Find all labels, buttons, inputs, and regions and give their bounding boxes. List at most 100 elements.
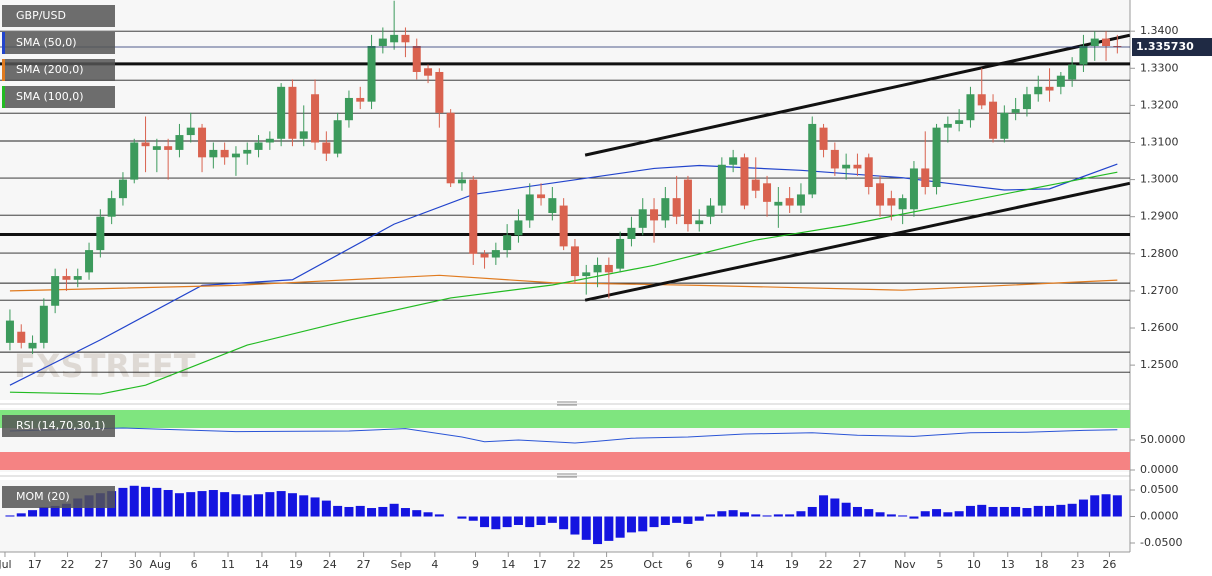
mom-bar: [333, 505, 343, 517]
legend-swatch: [2, 59, 5, 81]
last-price-label: 1.335730: [1136, 40, 1194, 53]
mom-bar: [118, 487, 128, 517]
mom-bar: [920, 511, 930, 517]
x-tick-label: 27: [357, 558, 371, 571]
overbought-zone: [0, 410, 1130, 428]
mom-bar: [717, 511, 727, 517]
candle-body: [785, 198, 794, 206]
x-tick-label: 9: [472, 558, 479, 571]
legend-swatch: [2, 86, 5, 108]
legend-box: [2, 86, 115, 108]
mom-bar: [581, 516, 591, 540]
candle-body: [570, 246, 579, 277]
candle-body: [1000, 112, 1009, 139]
mom-bar: [231, 494, 241, 517]
x-tick-label: 14: [750, 558, 764, 571]
mom-bar: [660, 516, 670, 525]
candle-body: [876, 183, 885, 206]
candle-body: [717, 164, 726, 206]
candle-body: [729, 157, 738, 165]
candle-body: [299, 131, 308, 139]
legend-box: [2, 32, 115, 54]
legend-label: SMA (200,0): [16, 63, 84, 76]
candle-body: [593, 264, 602, 273]
x-tick-label: 4: [431, 558, 438, 571]
candle-body: [265, 138, 274, 143]
mom-bar: [977, 504, 987, 517]
x-tick-label: 23: [1071, 558, 1085, 571]
candle-body: [966, 94, 975, 121]
resize-handle[interactable]: [557, 401, 577, 406]
candle-body: [231, 153, 240, 158]
candle-body: [616, 238, 625, 269]
x-tick-label: Sep: [391, 558, 412, 571]
mom-bar: [39, 506, 49, 517]
mom-bar: [604, 516, 614, 541]
candle-body: [503, 235, 512, 251]
x-tick-label: 18: [1035, 558, 1049, 571]
candle-body: [808, 123, 817, 195]
x-tick-label: Aug: [149, 558, 170, 571]
mom-bar: [1112, 495, 1122, 517]
mom-bar: [875, 512, 885, 517]
mom-bar: [739, 512, 749, 517]
legend-label: SMA (100,0): [16, 90, 84, 103]
mom-bar: [321, 500, 331, 517]
candle-body: [480, 253, 489, 258]
candle-body: [853, 164, 862, 169]
candle-body: [491, 250, 500, 258]
candle-body: [898, 198, 907, 210]
mom-bar: [513, 516, 523, 525]
mom-bar: [1067, 503, 1077, 517]
candle-body: [819, 127, 828, 150]
candle-body: [763, 183, 772, 202]
mom-bar: [61, 503, 71, 517]
candle-body: [1056, 75, 1065, 87]
candle-body: [661, 198, 670, 221]
legend-box: [2, 486, 115, 508]
mom-bar: [615, 516, 625, 538]
mom-bar: [141, 486, 151, 517]
x-tick-label: 26: [1102, 558, 1116, 571]
mom-bar: [751, 514, 761, 517]
candle-body: [1090, 38, 1099, 47]
candle-body: [706, 205, 715, 217]
candle-body: [17, 331, 26, 343]
mom-bar: [163, 490, 173, 517]
candle-body: [412, 46, 421, 72]
x-tick-label: 22: [567, 558, 581, 571]
candle-body: [288, 86, 297, 139]
mom-bar: [932, 509, 942, 517]
x-tick-label: Jul: [0, 558, 12, 571]
legend-box: [2, 5, 115, 27]
candle-body: [220, 149, 229, 158]
legend-label: RSI (14,70,30,1): [16, 419, 105, 432]
candle-body: [322, 142, 331, 154]
candle-body: [751, 179, 760, 191]
y-tick-label: 1.3400: [1140, 24, 1179, 37]
candle-body: [435, 71, 444, 113]
mom-bar: [762, 515, 772, 517]
candle-body: [344, 97, 353, 121]
x-tick-label: 10: [967, 558, 981, 571]
candle-body: [548, 198, 557, 213]
candle-body: [932, 127, 941, 188]
oversold-zone: [0, 452, 1130, 470]
resize-handle[interactable]: [557, 473, 577, 478]
candle-body: [73, 276, 82, 280]
candle-body: [683, 179, 692, 225]
candle-body: [130, 142, 139, 180]
candle-body: [559, 205, 568, 247]
mom-bar: [796, 511, 806, 517]
candle-body: [254, 142, 263, 150]
candle-body: [537, 194, 546, 199]
mom-bar: [5, 515, 15, 517]
x-tick-label: 14: [501, 558, 515, 571]
y-tick-label: 1.2800: [1140, 247, 1179, 260]
legend-label: SMA (50,0): [16, 36, 77, 49]
candle-body: [378, 38, 387, 47]
mom-bar: [672, 516, 682, 523]
y-tick-label: 0.0500: [1140, 483, 1179, 496]
candle-body: [1045, 86, 1054, 91]
x-tick-label: 14: [255, 558, 269, 571]
